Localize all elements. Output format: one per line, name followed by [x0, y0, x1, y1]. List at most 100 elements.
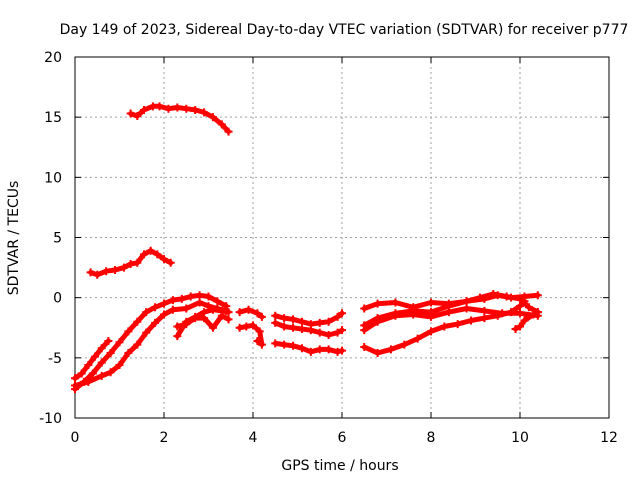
- data-point: [191, 314, 200, 323]
- data-point: [93, 270, 102, 279]
- data-point: [115, 338, 124, 347]
- data-point: [507, 308, 516, 317]
- data-point: [467, 316, 476, 325]
- data-point: [195, 298, 204, 307]
- data-point: [333, 347, 342, 356]
- x-tick-label: 0: [71, 430, 80, 446]
- data-point: [280, 340, 289, 349]
- data-point: [208, 323, 217, 332]
- series-sat-h: [237, 307, 265, 320]
- data-point: [289, 315, 298, 324]
- data-point: [160, 255, 168, 264]
- series-sat-e: [72, 300, 229, 388]
- data-point: [155, 102, 164, 111]
- data-point: [520, 316, 529, 325]
- data-point: [77, 369, 86, 378]
- data-point: [148, 102, 157, 111]
- data-point: [333, 328, 342, 337]
- data-point: [208, 305, 217, 314]
- y-tick-label: 0: [53, 291, 62, 307]
- y-tick-label: -10: [39, 411, 62, 427]
- y-tick-label: 5: [53, 231, 62, 247]
- axis-ticks: 0 2 4 6 8 10 12 -10 -5 0 5 10 15 20: [39, 50, 618, 446]
- data-point: [493, 311, 502, 320]
- data-point: [242, 322, 251, 331]
- data-point: [255, 327, 264, 336]
- x-axis-label: GPS time / hours: [281, 458, 398, 474]
- data-point: [133, 258, 142, 267]
- data-point: [480, 314, 489, 323]
- data-point: [173, 103, 182, 112]
- data-point: [119, 263, 128, 272]
- data-point: [139, 250, 148, 259]
- data-point: [97, 344, 106, 353]
- data-point: [306, 326, 315, 335]
- data-point: [224, 127, 233, 136]
- data-point: [511, 324, 520, 333]
- data-point: [333, 312, 342, 321]
- x-tick-label: 4: [249, 430, 258, 446]
- data-point: [71, 381, 79, 390]
- data-point: [160, 299, 168, 308]
- data-point: [168, 296, 177, 305]
- data-point: [289, 323, 298, 332]
- data-point: [166, 258, 175, 267]
- data-point: [533, 291, 542, 300]
- data-point: [86, 268, 95, 277]
- data-point: [440, 322, 449, 331]
- data-point: [133, 340, 142, 349]
- y-tick-label: 20: [44, 50, 62, 66]
- data-point: [297, 324, 306, 333]
- data-point: [453, 320, 462, 329]
- data-point: [400, 340, 409, 349]
- data-point: [224, 315, 233, 324]
- data-point: [126, 109, 135, 118]
- data-point: [146, 246, 155, 255]
- data-point: [106, 368, 115, 377]
- data-point: [338, 326, 346, 335]
- data-point: [391, 311, 400, 320]
- data-point: [142, 308, 151, 317]
- series-group: [71, 102, 542, 394]
- data-point: [480, 306, 489, 315]
- data-point: [164, 104, 173, 113]
- data-point: [200, 108, 209, 117]
- data-point: [315, 345, 324, 354]
- x-tick-label: 12: [600, 430, 618, 446]
- data-point: [516, 322, 524, 331]
- data-point: [257, 312, 266, 321]
- data-point: [139, 105, 148, 114]
- data-point: [224, 308, 233, 317]
- data-point: [413, 334, 422, 343]
- data-point: [200, 314, 209, 323]
- data-point: [177, 294, 186, 303]
- data-point: [529, 310, 538, 319]
- chart-title: Day 149 of 2023, Sidereal Day-to-day VTE…: [60, 22, 629, 38]
- y-axis-label: SDTVAR / TECUs: [6, 181, 22, 296]
- data-point: [338, 346, 346, 355]
- data-point: [182, 104, 191, 113]
- data-point: [516, 309, 524, 318]
- data-point: [427, 327, 435, 336]
- data-point: [409, 310, 418, 319]
- data-point: [516, 294, 524, 303]
- data-point: [524, 303, 533, 312]
- data-point: [360, 343, 369, 352]
- data-point: [133, 317, 142, 326]
- data-point: [462, 297, 471, 306]
- data-point: [84, 361, 93, 370]
- data-point: [297, 317, 306, 326]
- data-point: [195, 291, 204, 300]
- data-point: [204, 292, 213, 301]
- data-point: [84, 377, 93, 386]
- data-point: [151, 303, 160, 312]
- data-point: [257, 340, 266, 349]
- data-point: [97, 371, 106, 380]
- data-point: [324, 317, 333, 326]
- data-point: [280, 322, 289, 331]
- data-point: [444, 308, 453, 317]
- data-point: [182, 320, 191, 329]
- data-point: [106, 349, 115, 358]
- data-point: [324, 345, 333, 354]
